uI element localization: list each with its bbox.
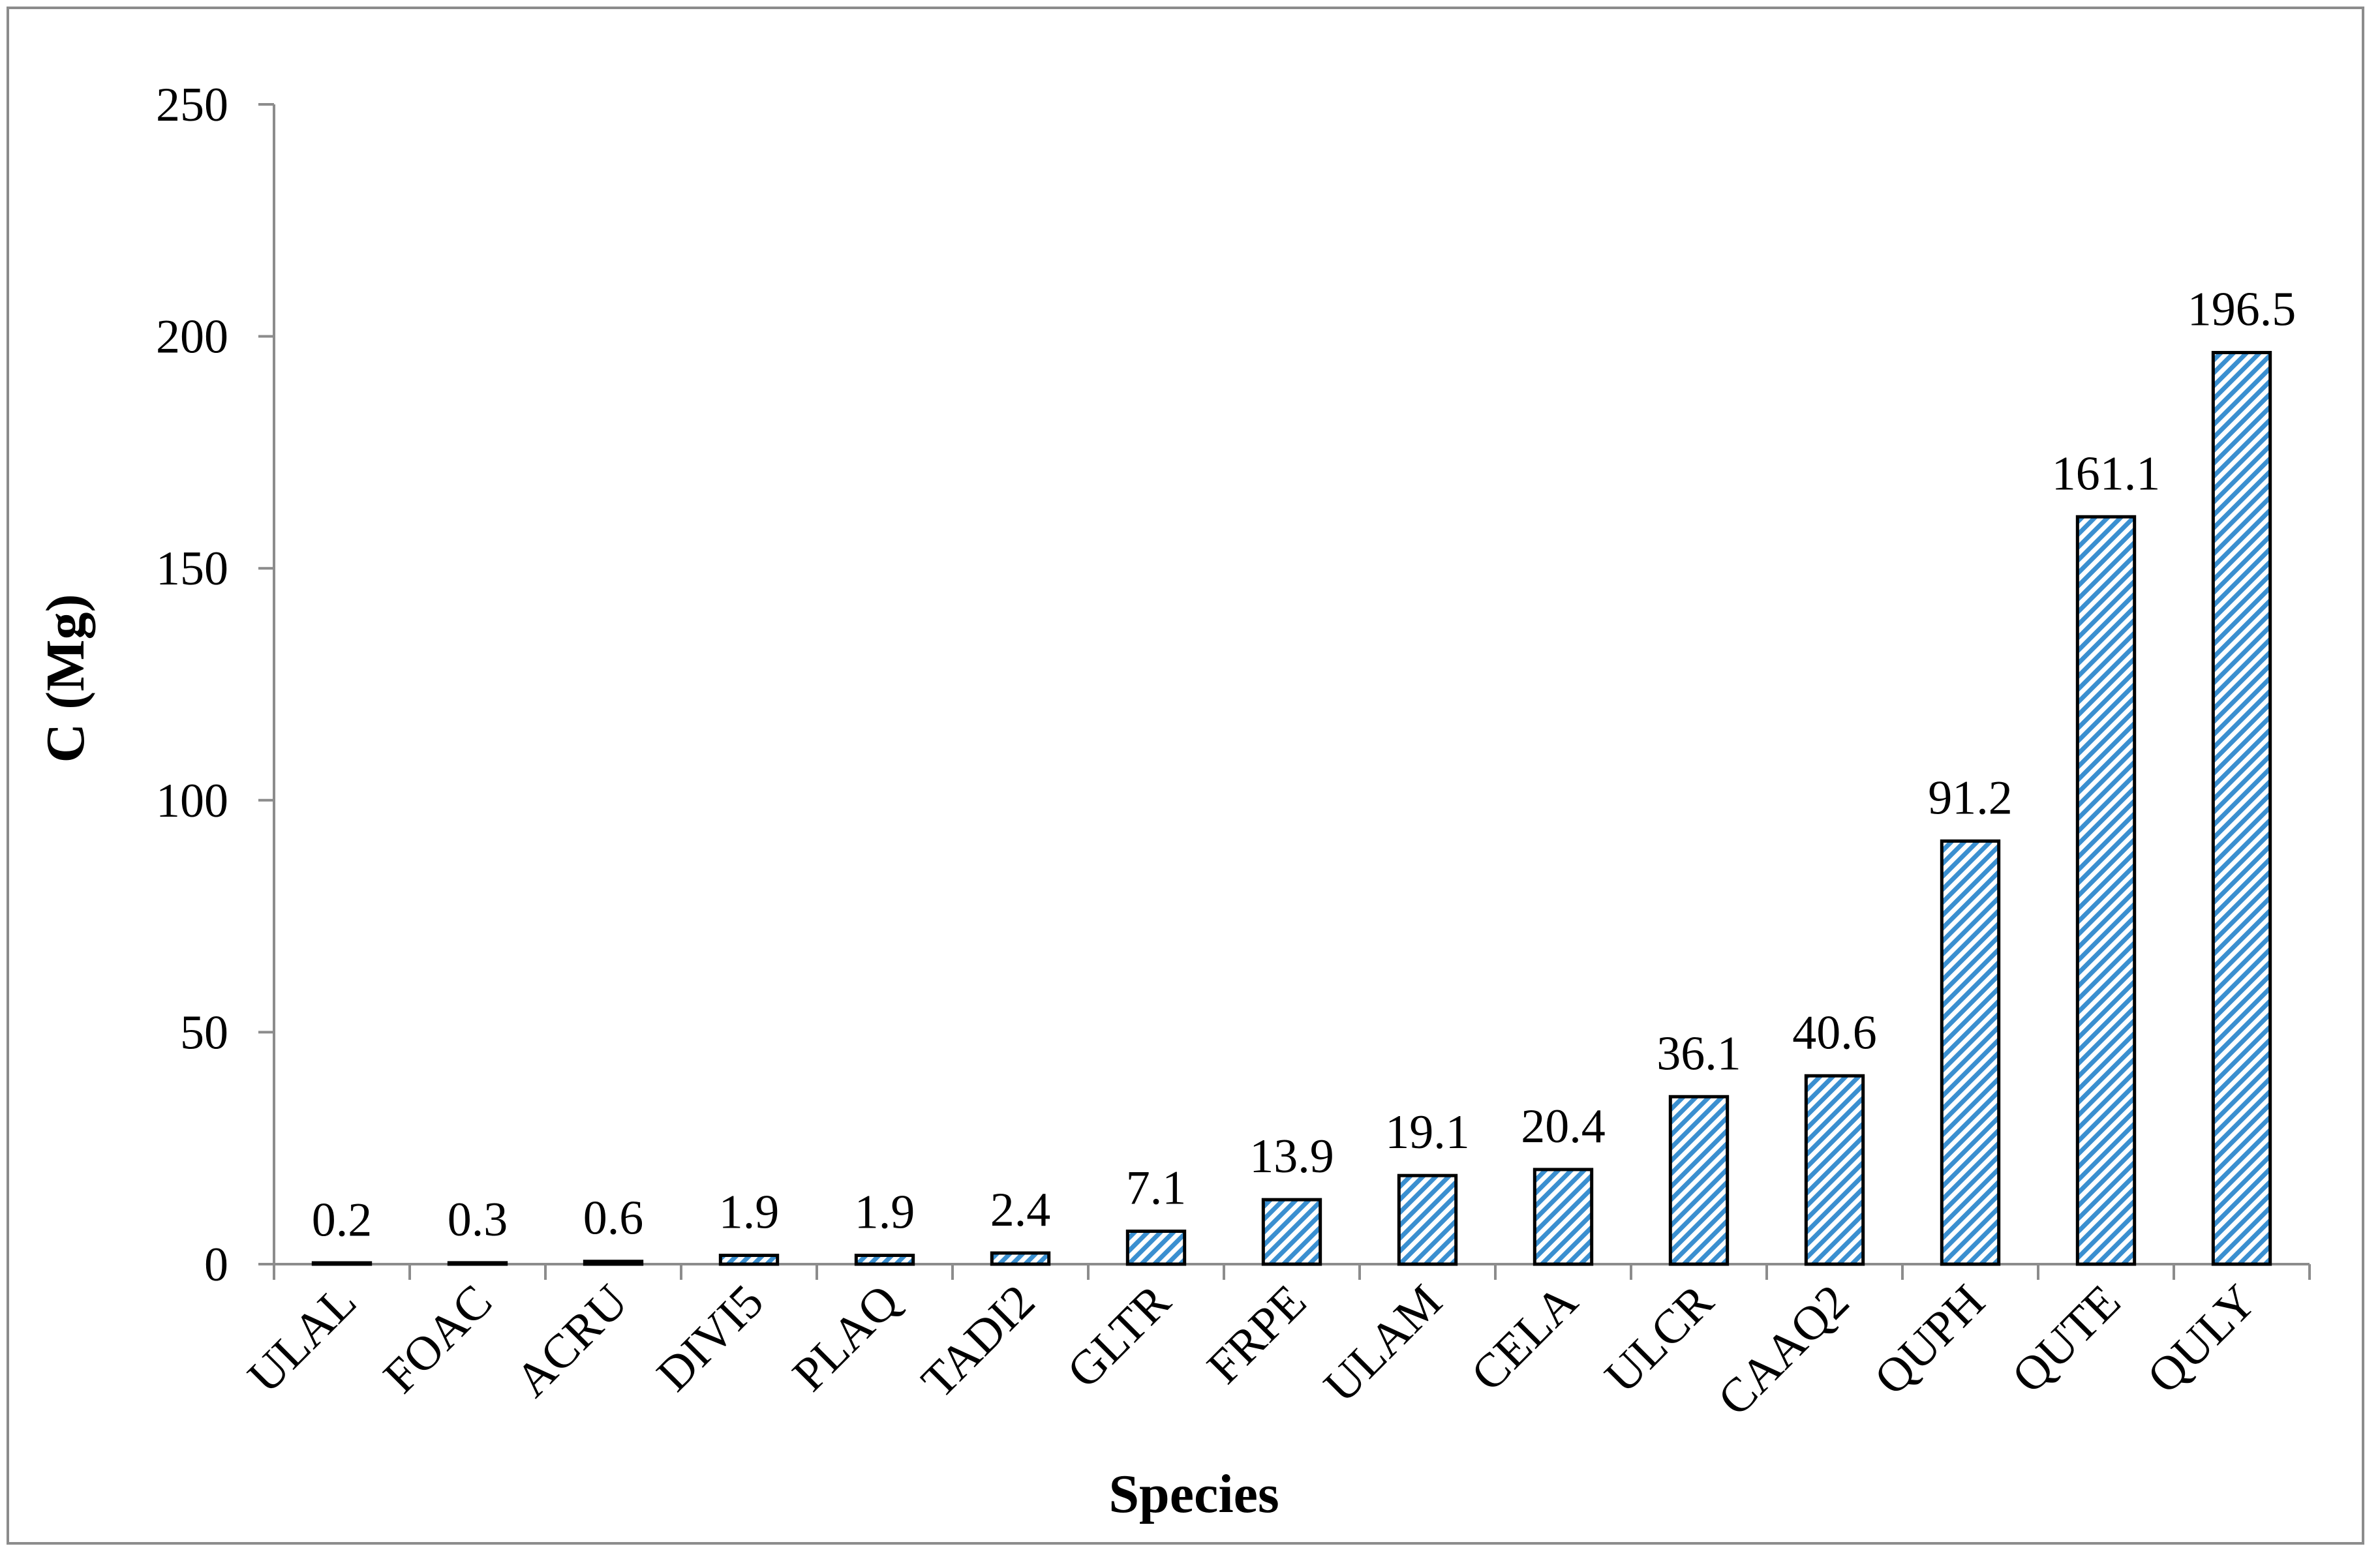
data-label-quph: 91.2 xyxy=(1928,771,2013,825)
bar-foac xyxy=(447,1261,508,1266)
bar-divi5 xyxy=(718,1253,780,1266)
bar-tadi2 xyxy=(990,1251,1051,1266)
data-label-divi5: 1.9 xyxy=(719,1185,780,1239)
data-label-foac: 0.3 xyxy=(448,1193,508,1247)
y-tick-label: 0 xyxy=(204,1238,228,1292)
x-tick-label-gltr: GLTR xyxy=(1057,1275,1181,1399)
x-axis-title: Species xyxy=(1108,1464,1279,1524)
x-tick-label-ulam: ULAM xyxy=(1314,1275,1452,1413)
chart-frame xyxy=(7,7,2364,1545)
data-label-ulam: 19.1 xyxy=(1385,1106,1470,1159)
bar-cela xyxy=(1533,1168,1594,1266)
data-label-ulcr: 36.1 xyxy=(1656,1027,1741,1080)
data-label-qute: 161.1 xyxy=(2052,447,2161,500)
y-axis: 0 50 100 150 200 250 xyxy=(156,78,275,1292)
data-label-frpe: 13.9 xyxy=(1249,1130,1334,1183)
x-tick-label-ulcr: ULCR xyxy=(1594,1275,1724,1404)
bar-qute xyxy=(2075,515,2137,1266)
x-tick-label-ulal: ULAL xyxy=(238,1275,367,1403)
x-tick-label-qute: QUTE xyxy=(2002,1275,2131,1403)
y-tick-label: 150 xyxy=(156,542,228,596)
x-tick-label-quph: QUPH xyxy=(1865,1275,1995,1405)
y-axis-title: C (Mg) xyxy=(35,594,96,763)
bar-acru xyxy=(583,1260,644,1266)
x-tick-label-tadi2: TADI2 xyxy=(911,1275,1045,1408)
data-label-gltr: 7.1 xyxy=(1126,1162,1187,1215)
data-label-caaq2: 40.6 xyxy=(1792,1006,1877,1059)
bar-gltr xyxy=(1125,1230,1187,1266)
x-tick-label-plaq: PLAQ xyxy=(782,1275,909,1402)
x-tick-label-quly: QULY xyxy=(2137,1275,2266,1404)
y-tick-label: 100 xyxy=(156,774,228,828)
bars xyxy=(311,350,2272,1266)
bar-ulal xyxy=(311,1261,373,1266)
data-label-ulal: 0.2 xyxy=(312,1194,373,1247)
data-label-quly: 196.5 xyxy=(2188,282,2296,336)
x-tick-label-acru: ACRU xyxy=(506,1275,638,1407)
bar-ulam xyxy=(1397,1173,1458,1266)
x-tick-label-divi5: DIVI5 xyxy=(647,1275,774,1402)
y-tick-label: 50 xyxy=(180,1006,228,1059)
bar-caaq2 xyxy=(1804,1074,1865,1266)
bar-quph xyxy=(1940,839,2001,1266)
x-tick-label-caaq2: CAAQ2 xyxy=(1708,1275,1859,1426)
data-labels: 0.2 0.3 0.6 1.9 1.9 2.4 7.1 13.9 19.1 20.4 36.1 40.… xyxy=(312,282,2296,1247)
x-tick-label-cela: CELA xyxy=(1461,1275,1588,1402)
bar-ulcr xyxy=(1668,1095,1730,1266)
x-tick-label-frpe: FRPE xyxy=(1197,1275,1317,1394)
y-tick-label: 200 xyxy=(156,310,228,364)
y-tick-label: 250 xyxy=(156,78,228,132)
x-tick-label-foac: FOAC xyxy=(373,1275,502,1404)
data-label-tadi2: 2.4 xyxy=(990,1183,1051,1237)
bar-frpe xyxy=(1261,1198,1322,1266)
data-label-cela: 20.4 xyxy=(1521,1100,1606,1153)
bar-plaq xyxy=(854,1253,915,1266)
data-label-acru: 0.6 xyxy=(583,1192,644,1245)
bar-quly xyxy=(2211,350,2272,1266)
data-label-plaq: 1.9 xyxy=(855,1185,915,1239)
